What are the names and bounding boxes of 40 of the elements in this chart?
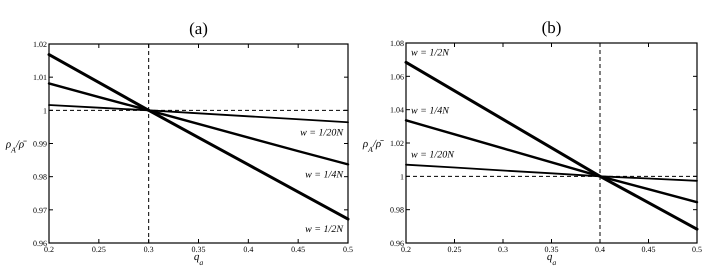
x-tick-label: 0.2 (401, 245, 411, 254)
y-tick-label: 0.96 (390, 239, 404, 248)
y-tick-label: 1 (400, 172, 404, 182)
y-tick-label: 0.98 (33, 172, 47, 182)
y-tick-label: 0.97 (33, 206, 47, 215)
x-tick-label: 0.45 (291, 245, 306, 254)
x-tick-label: 0.5 (692, 245, 702, 254)
y-tick-label: 1.02 (33, 40, 47, 49)
x-tick-label: 0.3 (498, 245, 508, 254)
x-tick-label: 0.5 (343, 245, 353, 254)
x-axis-title: q$_{a}$ (546, 251, 556, 266)
x-tick-label: 0.25 (92, 245, 106, 254)
y-tick-label: 1 (43, 106, 47, 116)
x-tick-label: 0.35 (544, 245, 558, 254)
chart-title: (a) (189, 19, 208, 38)
y-tick-label: 1.02 (390, 139, 404, 148)
series-label: w = 1/20N (411, 150, 456, 161)
y-tick-label: 0.98 (390, 206, 404, 215)
series-label: w = 1/4N (411, 105, 450, 116)
y-tick-label: 1.06 (390, 72, 404, 82)
x-axis-title: q$_{a}$ (194, 251, 204, 266)
y-tick-label: 0.96 (33, 239, 47, 248)
legend-label: w = 1/4N (305, 169, 344, 180)
y-tick-label: 1.08 (390, 39, 404, 48)
series-label: w = 1/20N (300, 127, 344, 138)
series-label: w = 1/2N (305, 224, 344, 236)
x-tick-label: 0.45 (642, 245, 656, 254)
legend-label: w = 1/2N (411, 47, 450, 58)
y-tick-label: 1.01 (33, 73, 47, 82)
x-tick-label: 0.35 (192, 245, 206, 254)
x-tick-label: 0.3 (144, 245, 154, 254)
x-tick-label: 0.4 (243, 245, 254, 254)
chart-title: (b) (542, 18, 562, 37)
x-tick-label: 0.25 (448, 245, 462, 254)
y-tick-label: 1.04 (390, 106, 404, 115)
x-tick-label: 0.4 (595, 245, 605, 254)
x-tick-label: 0.2 (44, 245, 54, 254)
y-axis-title: ρ$_{A}$/ρ̄ (362, 138, 384, 154)
y-axis-title: ρ$_{A}$/ρ̄ (4, 138, 28, 154)
y-tick-label: 0.99 (33, 140, 47, 148)
